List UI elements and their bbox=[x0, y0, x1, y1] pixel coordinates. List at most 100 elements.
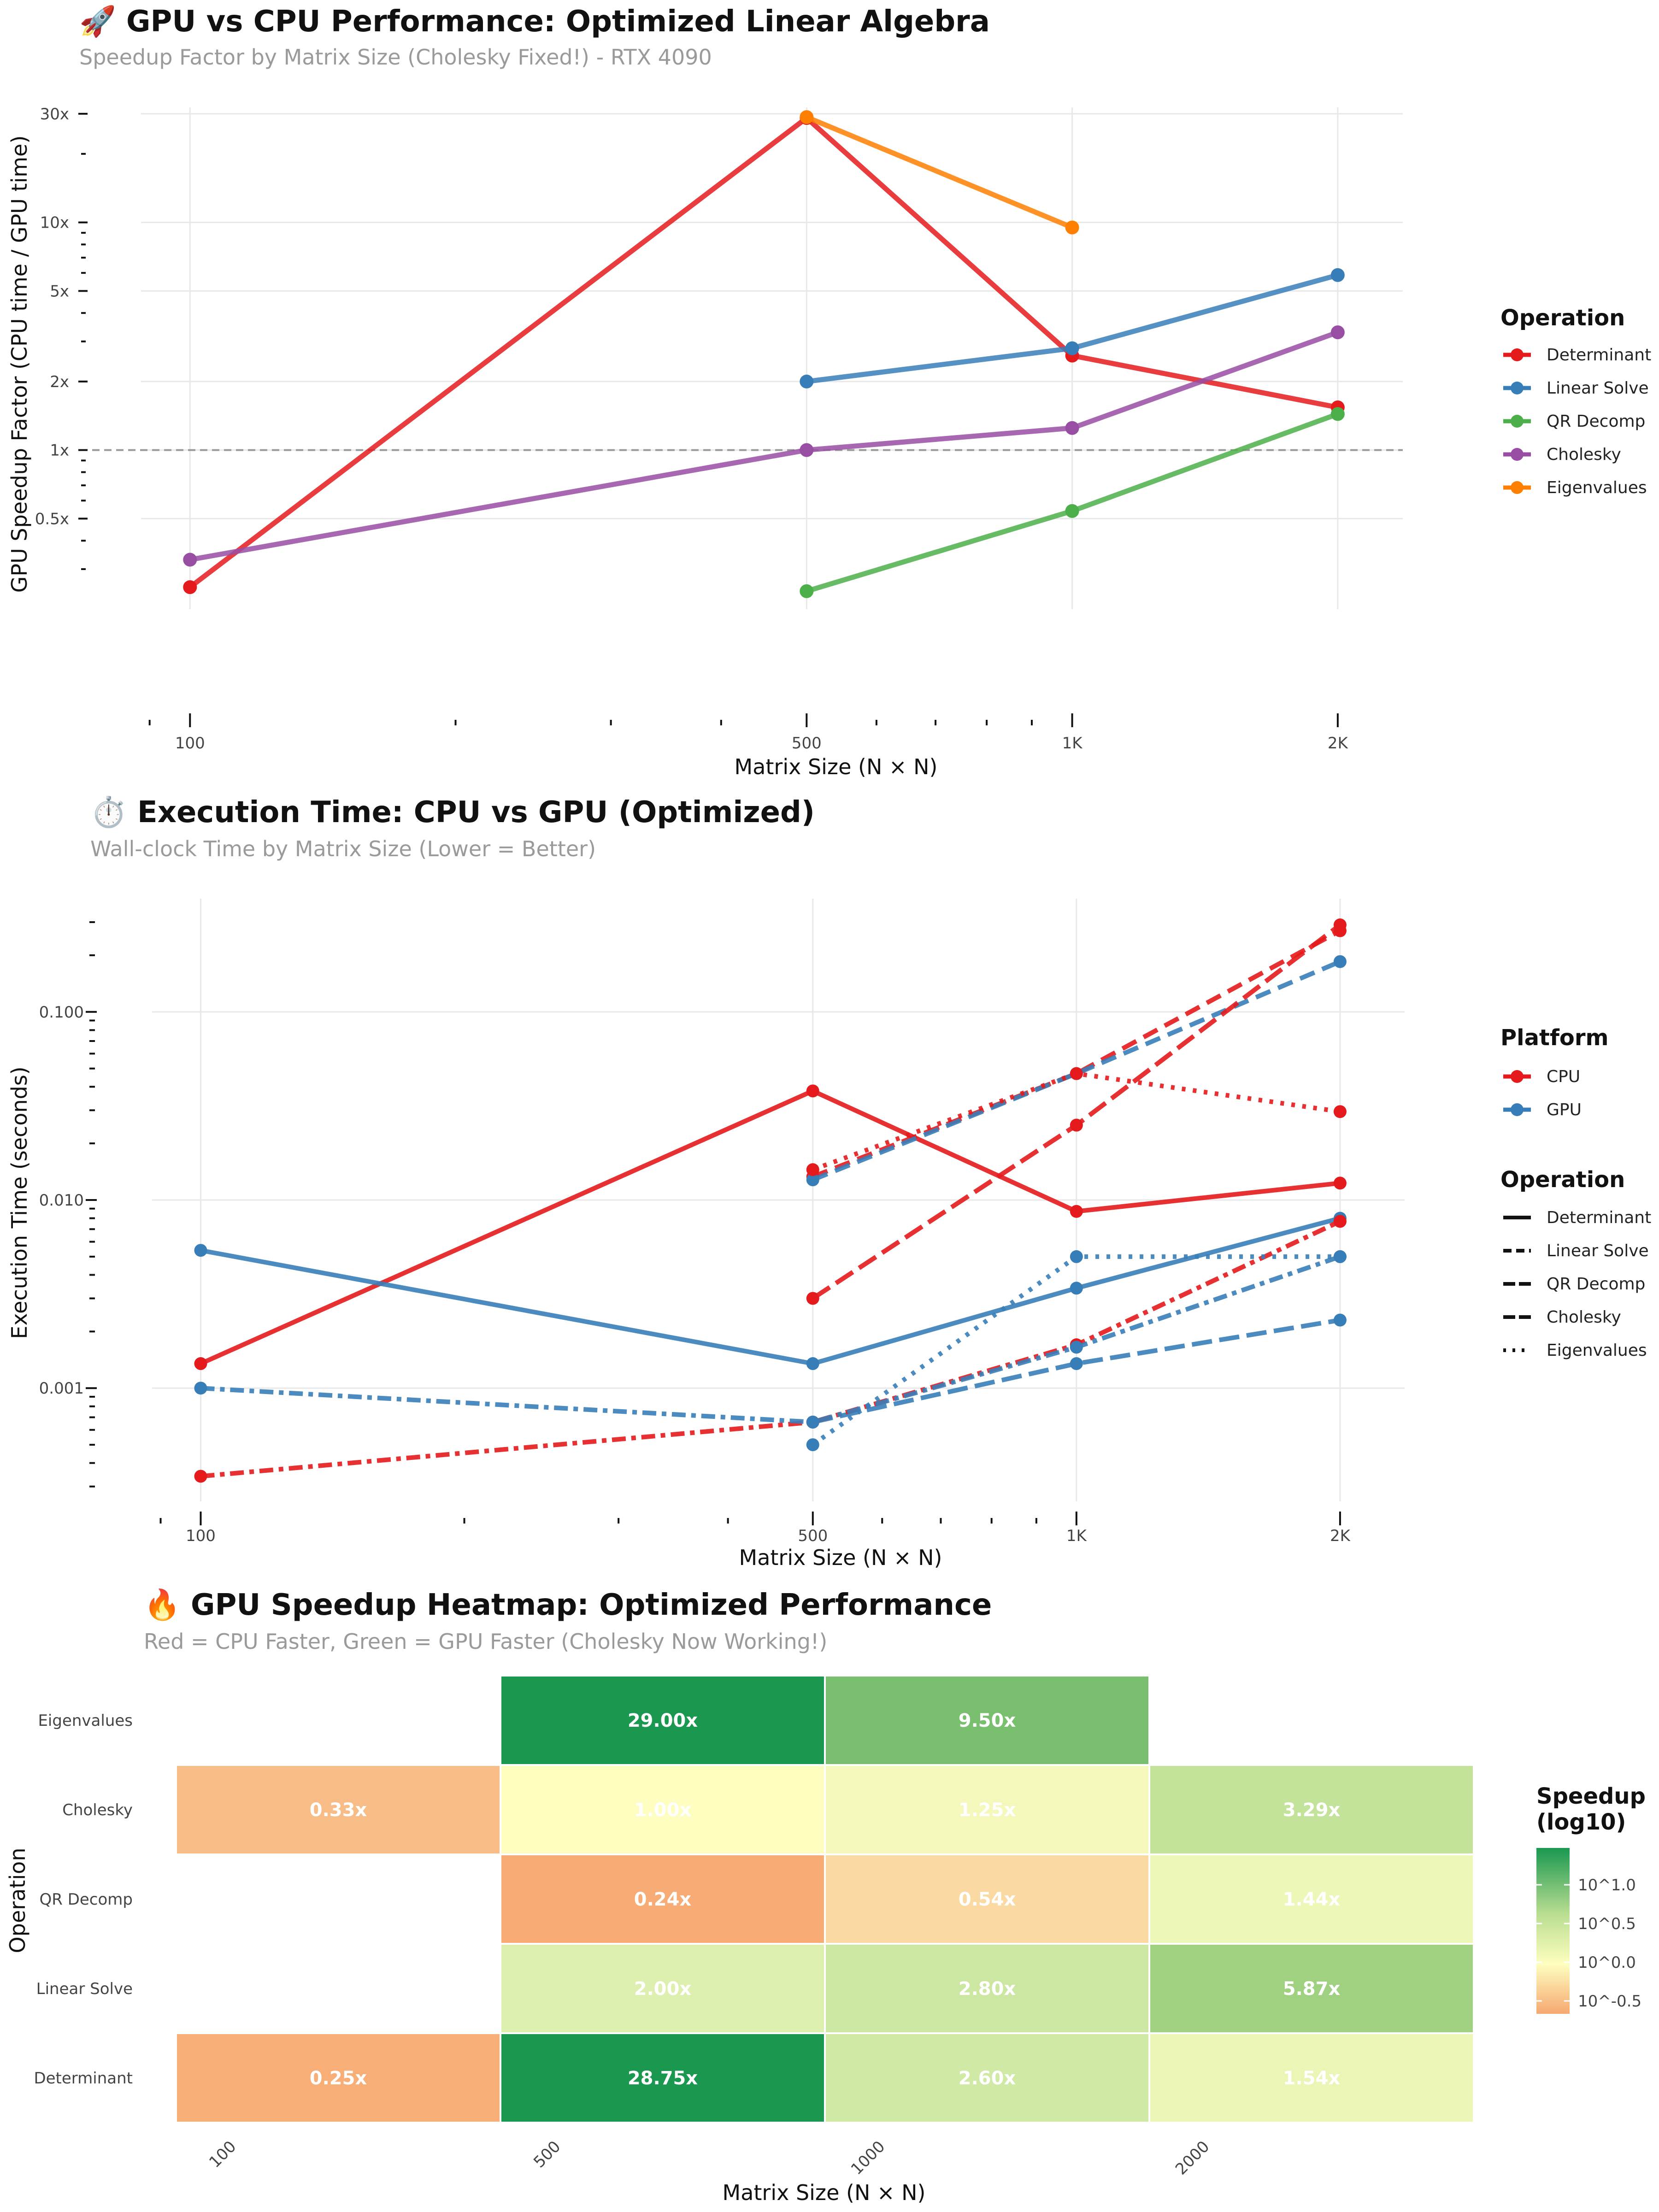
x-tick-label: 2K bbox=[1330, 1527, 1351, 1545]
heatmap-cell-linear-solve-2000 bbox=[1148, 1943, 1475, 2034]
y-tick-label: 0.010 bbox=[39, 1191, 84, 1210]
point-determinant-cpu bbox=[806, 1084, 819, 1098]
x-tick-label: 100 bbox=[175, 734, 205, 753]
point-cholesky-cpu bbox=[1333, 1215, 1347, 1228]
legend-key-point-cholesky bbox=[1511, 448, 1524, 461]
heatmap-cell-determinant-1000 bbox=[824, 2032, 1150, 2124]
heatmap-cell-label: 1.54x bbox=[1283, 2068, 1341, 2089]
point-determinant-cpu bbox=[194, 1357, 207, 1371]
heatmap-cell-label: 1.00x bbox=[634, 1800, 692, 1821]
point-cholesky bbox=[183, 553, 197, 567]
y-tick-label: 5x bbox=[50, 282, 69, 300]
y-tick-label: 1x bbox=[50, 441, 69, 460]
heatmap-cell-determinant-2000 bbox=[1148, 2032, 1475, 2124]
legend-key-point-determinant bbox=[1511, 348, 1524, 361]
point-qr-decomp bbox=[1330, 407, 1345, 421]
heatmap-col-label: 500 bbox=[530, 2137, 564, 2171]
point-qr-decomp bbox=[800, 584, 814, 598]
heatmap-cell-label: 0.25x bbox=[310, 2068, 367, 2089]
legend-label-qr-decomp: QR Decomp bbox=[1547, 1275, 1645, 1294]
colorbar-tick-label: 10^-0.5 bbox=[1578, 1992, 1641, 2011]
point-qr-decomp-cpu bbox=[1070, 1118, 1083, 1132]
point-determinant-gpu bbox=[194, 1244, 207, 1257]
heatmap-cell-qr-decomp-500 bbox=[500, 1853, 826, 1945]
line-qr-decomp-gpu bbox=[812, 1318, 1341, 1424]
point-eigenvalues-cpu bbox=[1070, 1067, 1083, 1080]
execution-time-line-chart: ⏱️ Execution Time: CPU vs GPU (Optimized… bbox=[7, 795, 1651, 1570]
point-cholesky bbox=[1330, 325, 1345, 340]
speedup-chart-subtitle: Speedup Factor by Matrix Size (Cholesky … bbox=[79, 45, 712, 70]
point-eigenvalues bbox=[800, 110, 814, 124]
heatmap-x-axis-label: Matrix Size (N × N) bbox=[723, 2180, 926, 2205]
x-tick-label: 2K bbox=[1328, 734, 1349, 753]
execution-x-axis-label: Matrix Size (N × N) bbox=[739, 1545, 942, 1570]
heatmap-col-label: 1000 bbox=[847, 2137, 888, 2178]
heatmap-cell-label: 5.87x bbox=[1283, 1978, 1341, 2000]
heatmap-legend-title: Speedup (log10) bbox=[1536, 1783, 1646, 1835]
point-cholesky-gpu bbox=[1070, 1341, 1083, 1354]
legend-label-cholesky: Cholesky bbox=[1547, 445, 1621, 464]
line-determinant-cpu bbox=[200, 1088, 1341, 1366]
legend-key-point-cpu bbox=[1511, 1070, 1524, 1083]
colorbar-tick-label: 10^1.0 bbox=[1578, 1876, 1636, 1894]
heatmap-cell-label: 1.25x bbox=[959, 1800, 1016, 1821]
execution-chart-title: ⏱️ Execution Time: CPU vs GPU (Optimized… bbox=[90, 795, 815, 830]
point-eigenvalues-gpu bbox=[1333, 1250, 1347, 1263]
legend-key-point-eigenvalues bbox=[1511, 481, 1524, 494]
legend-label-determinant: Determinant bbox=[1547, 1208, 1651, 1227]
heatmap-col-label: 100 bbox=[206, 2137, 240, 2171]
y-tick-label: 30x bbox=[40, 105, 69, 124]
heatmap-cell-label: 0.33x bbox=[310, 1800, 367, 1821]
legend-label-gpu: GPU bbox=[1547, 1100, 1582, 1119]
heatmap-col-label: 2000 bbox=[1172, 2137, 1213, 2178]
heatmap-row-label: QR Decomp bbox=[40, 1890, 133, 1909]
heatmap-title: 🔥 GPU Speedup Heatmap: Optimized Perform… bbox=[144, 1588, 992, 1622]
point-cholesky bbox=[1065, 421, 1079, 435]
heatmap-cell-linear-solve-1000 bbox=[824, 1943, 1150, 2034]
heatmap-row-label: Cholesky bbox=[62, 1801, 133, 1819]
legend-label-qr-decomp: QR Decomp bbox=[1547, 412, 1645, 431]
heatmap-colorbar bbox=[1536, 1848, 1570, 2014]
point-qr-decomp bbox=[1065, 504, 1079, 518]
point-eigenvalues bbox=[1065, 220, 1079, 235]
legend-label-eigenvalues: Eigenvalues bbox=[1547, 478, 1647, 497]
heatmap-cell-label: 2.60x bbox=[959, 2068, 1016, 2089]
point-cholesky bbox=[800, 443, 814, 457]
heatmap-legend-title-line: (log10) bbox=[1536, 1809, 1626, 1835]
point-qr-decomp-cpu bbox=[1333, 918, 1347, 932]
platform-legend-title: Platform bbox=[1500, 1025, 1609, 1051]
point-linear-solve-gpu bbox=[1333, 955, 1347, 968]
line-determinant-gpu bbox=[200, 1216, 1341, 1366]
heatmap-cell-label: 2.80x bbox=[959, 1978, 1016, 2000]
speedup-heatmap: 🔥 GPU Speedup Heatmap: Optimized Perform… bbox=[5, 1588, 1646, 2205]
heatmap-cell-linear-solve-500 bbox=[500, 1943, 826, 2034]
heatmap-cell-label: 0.54x bbox=[959, 1889, 1016, 1910]
execution-y-axis-label: Execution Time (seconds) bbox=[7, 1066, 32, 1339]
point-linear-solve bbox=[1065, 341, 1079, 355]
execution-legend: Platform Operation CPU GPU Determinant Line… bbox=[1500, 1025, 1651, 1360]
heatmap-row-label: Determinant bbox=[34, 2069, 133, 2088]
heatmap-cell-label: 3.29x bbox=[1283, 1800, 1341, 1821]
point-determinant-gpu bbox=[806, 1357, 819, 1371]
x-tick-label: 1K bbox=[1062, 734, 1083, 753]
point-determinant-cpu bbox=[1333, 1177, 1347, 1190]
heatmap-subtitle: Red = CPU Faster, Green = GPU Faster (Ch… bbox=[144, 1629, 827, 1654]
point-determinant-cpu bbox=[1070, 1205, 1083, 1218]
legend-label-eigenvalues: Eigenvalues bbox=[1547, 1341, 1647, 1360]
heatmap-cell-label: 28.75x bbox=[628, 2068, 698, 2089]
heatmap-cell-eigenvalues-500 bbox=[500, 1675, 826, 1766]
heatmap-cell-label: 0.24x bbox=[634, 1889, 692, 1910]
line-determinant bbox=[188, 115, 1338, 589]
point-determinant-gpu bbox=[1070, 1282, 1083, 1295]
heatmap-cell-qr-decomp-2000 bbox=[1148, 1853, 1475, 1945]
heatmap-cell-determinant-500 bbox=[500, 2032, 826, 2124]
heatmap-cell-label: 1.44x bbox=[1283, 1889, 1341, 1910]
point-cholesky-gpu bbox=[194, 1382, 207, 1395]
y-tick-label: 0.5x bbox=[35, 510, 69, 528]
point-eigenvalues-gpu bbox=[1070, 1250, 1083, 1263]
colorbar-tick-label: 10^0.5 bbox=[1578, 1915, 1636, 1933]
line-cholesky-cpu bbox=[200, 1219, 1341, 1479]
speedup-chart-title: 🚀 GPU vs CPU Performance: Optimized Line… bbox=[79, 5, 990, 39]
point-linear-solve-gpu bbox=[806, 1173, 819, 1187]
